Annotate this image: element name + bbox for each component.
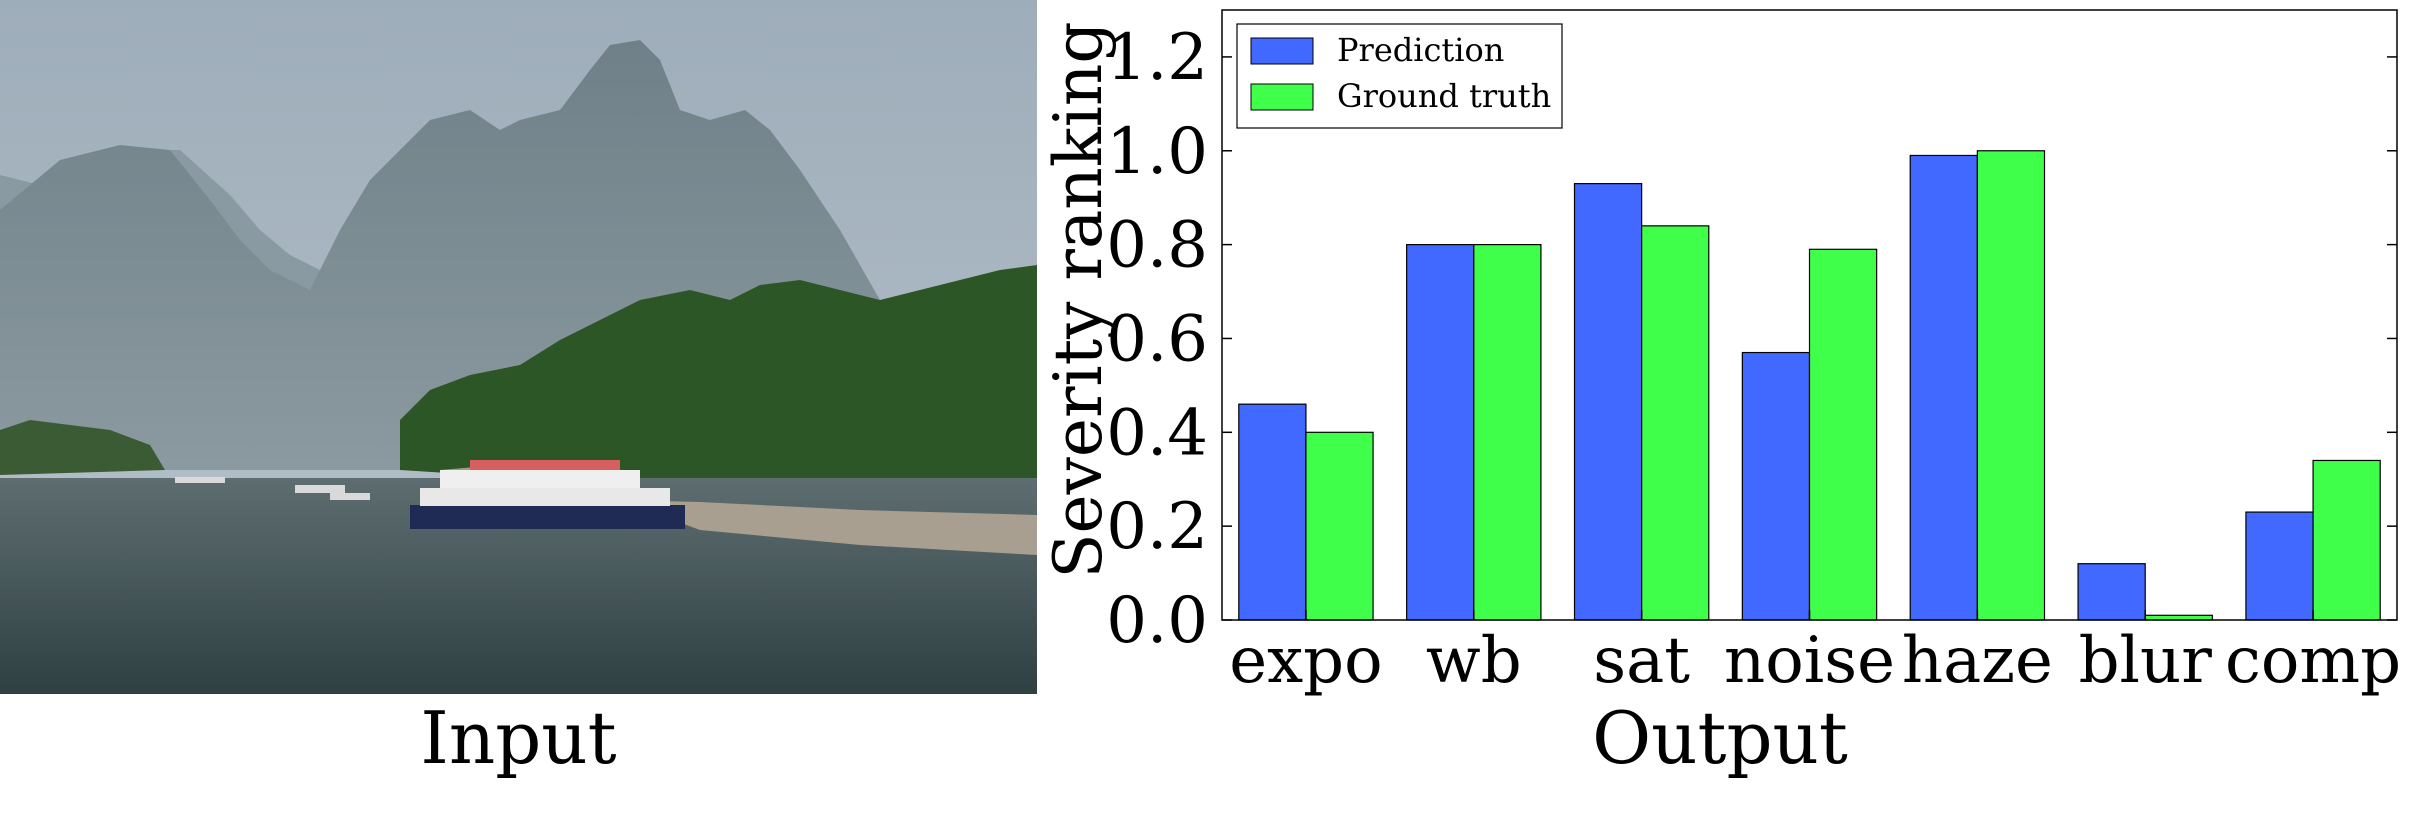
y-tick-label: 1.0 [1106, 115, 1208, 189]
photo-small-boats [175, 477, 370, 500]
y-axis-label: Severity ranking [1040, 21, 1117, 578]
x-tick-label: expo [1229, 624, 1382, 698]
legend-swatch-ground-truth [1250, 83, 1314, 111]
bar-prediction-expo [1238, 403, 1307, 621]
y-tick-label: 0.0 [1106, 584, 1208, 658]
input-caption: Input [420, 696, 617, 780]
y-tick-label: 1.2 [1106, 21, 1208, 95]
bar-ground-truth-wb [1473, 244, 1542, 621]
legend-label-prediction: Prediction [1337, 31, 1504, 69]
x-tick-label: blur [2079, 624, 2213, 698]
y-tick-group: 0.0 0.2 0.4 0.6 0.8 1.0 1.2 [1106, 21, 2397, 658]
x-tick-group: expo wb sat noise haze blur comp [1229, 610, 2401, 698]
bar-ground-truth-haze [1976, 150, 2046, 621]
photo-foliage [400, 265, 1037, 510]
photo-boat [410, 460, 685, 529]
x-tick-label: comp [2225, 624, 2401, 698]
bar-prediction-comp [2245, 511, 2314, 621]
output-caption: Output [1592, 696, 1848, 780]
photo-shore-front [620, 500, 1037, 555]
bars-group [1238, 150, 2381, 621]
bar-prediction-wb [1406, 244, 1475, 621]
plot-frame [1221, 9, 2398, 621]
y-tick-label: 0.4 [1106, 396, 1208, 470]
bar-prediction-noise [1741, 351, 1811, 621]
legend-swatch-prediction [1250, 37, 1314, 65]
x-tick-label: haze [1902, 624, 2053, 698]
legend: Prediction Ground truth [1236, 23, 1563, 129]
y-tick-label: 0.2 [1106, 490, 1208, 564]
bar-ground-truth-noise [1808, 248, 1878, 621]
bar-prediction-sat [1573, 183, 1643, 621]
x-tick-label: sat [1593, 624, 1690, 698]
input-photo [0, 0, 1037, 694]
bar-ground-truth-comp [2312, 459, 2381, 621]
legend-label-ground-truth: Ground truth [1337, 77, 1551, 115]
photo-foliage-left [0, 420, 165, 475]
bar-ground-truth-expo [1305, 431, 1374, 621]
y-axis-label-group: Severity ranking [1040, 21, 1117, 578]
bar-prediction-blur [2077, 563, 2146, 621]
bar-ground-truth-sat [1641, 225, 1710, 621]
severity-bar-chart: Severity ranking 0.0 0.2 0.4 0.6 0.8 1.0 1.2 e… [1040, 9, 2401, 698]
y-tick-label: 0.8 [1106, 209, 1208, 283]
y-tick-label: 0.6 [1106, 302, 1208, 376]
x-tick-label: noise [1724, 624, 1895, 698]
x-tick-label: wb [1426, 624, 1522, 698]
bar-prediction-haze [1909, 154, 1978, 621]
